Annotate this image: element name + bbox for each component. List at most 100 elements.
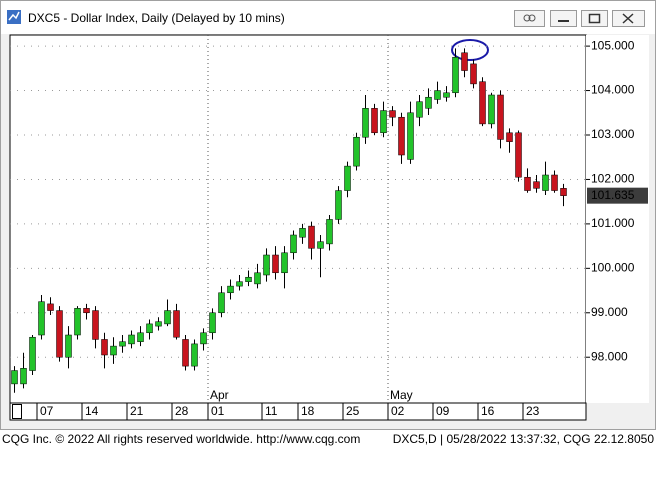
x-tick-label: 02 <box>391 404 405 418</box>
candle-body <box>119 341 126 347</box>
candle-body <box>155 321 162 327</box>
window-title: DXC5 - Dollar Index, Daily (Delayed by 1… <box>28 11 285 25</box>
candle-body <box>542 174 549 191</box>
candle-body <box>326 219 333 245</box>
candle-body <box>74 308 81 336</box>
link-icon <box>523 14 531 22</box>
y-tick-label: 101.000 <box>591 216 635 230</box>
month-label: May <box>390 388 413 402</box>
last-price-box <box>587 187 648 204</box>
link-icon <box>528 14 536 22</box>
x-tick-label: 21 <box>130 404 144 418</box>
x-tick-label: 09 <box>436 404 450 418</box>
candle-body <box>200 332 207 345</box>
x-tick-label: 01 <box>211 404 225 418</box>
y-tick-label: 100.000 <box>591 261 635 275</box>
candle-body <box>380 110 387 134</box>
candle-body <box>281 252 288 274</box>
candle-body <box>29 336 36 371</box>
candle-body <box>434 90 441 100</box>
candle-body <box>362 108 369 138</box>
footer-right: DXC5,D | 05/28/2022 13:37:32, CQG 22.12.… <box>393 432 655 446</box>
candle-body <box>254 272 261 285</box>
candle-body <box>110 345 117 356</box>
candle-body <box>173 310 180 338</box>
candle-body <box>146 323 153 334</box>
y-tick-label: 99.000 <box>591 305 628 319</box>
y-tick-label: 104.000 <box>591 83 635 97</box>
candle-body <box>290 234 297 254</box>
candle-body <box>92 310 99 340</box>
candle-body <box>209 312 216 334</box>
y-tick-label: 103.000 <box>591 127 635 141</box>
x-tick-label: 25 <box>346 404 360 418</box>
labels: 98.000 99.000 100.000 101.000 102.000 103.000… <box>40 38 648 418</box>
candle-body <box>299 228 306 238</box>
candle-body <box>335 190 342 220</box>
x-tick-label: 14 <box>85 404 99 418</box>
candle-body <box>11 370 18 385</box>
x-tick-label: 16 <box>481 404 495 418</box>
candle-body <box>101 339 108 356</box>
candle-body <box>65 334 72 358</box>
candle-body <box>317 241 324 249</box>
close-icon <box>622 13 634 24</box>
candle-body <box>416 101 423 118</box>
candle-body <box>38 301 45 336</box>
x-tick-label: 18 <box>301 404 315 418</box>
candle-body <box>551 174 558 191</box>
price-axis <box>586 35 649 403</box>
grid-layer <box>10 35 590 420</box>
status-bar <box>0 430 656 450</box>
candle-body <box>389 110 396 118</box>
candle-body <box>227 285 234 294</box>
x-tick-label: 23 <box>526 404 540 418</box>
candle-body <box>191 343 198 367</box>
candle-body <box>398 116 405 156</box>
candle-body <box>371 108 378 134</box>
candle-body <box>461 52 468 71</box>
candle-body <box>20 368 27 385</box>
candle-body <box>506 132 513 142</box>
candle-body <box>443 92 450 98</box>
candle-body <box>47 303 54 311</box>
x-tick-label: 11 <box>265 404 278 418</box>
candle-body <box>236 281 243 287</box>
candle-body <box>83 308 90 314</box>
candle-body <box>164 310 171 325</box>
candle-body <box>56 310 63 358</box>
minimize-button[interactable] <box>550 10 577 27</box>
footer-left: CQG Inc. © 2022 All rights reserved worl… <box>2 432 360 446</box>
candle-body <box>515 132 522 178</box>
y-tick-label: 98.000 <box>591 349 628 363</box>
candle-body <box>479 81 486 125</box>
month-label: Apr <box>210 388 229 402</box>
candle-body <box>497 94 504 140</box>
candle-body <box>218 292 225 314</box>
candle-body <box>407 112 414 160</box>
maximize-button[interactable] <box>581 10 608 27</box>
y-tick-label: 102.000 <box>591 172 635 186</box>
candle-body <box>488 94 495 125</box>
x-tick-label: 28 <box>175 404 189 418</box>
last-price-label: 101.635 <box>591 188 635 202</box>
candle-body <box>533 181 540 189</box>
candle-body <box>452 56 459 94</box>
candle-body <box>308 225 315 249</box>
candle-body <box>524 176 531 191</box>
title-bar <box>1 1 655 34</box>
scroll-box[interactable] <box>12 404 22 419</box>
highlight-ellipse <box>451 39 489 61</box>
candle-body <box>245 276 252 282</box>
candle-body <box>137 332 144 342</box>
candle-body <box>353 136 360 167</box>
x-tick-label: 07 <box>40 404 54 418</box>
candle-body <box>182 339 189 367</box>
candle-body <box>272 254 279 274</box>
candle-body <box>425 96 432 109</box>
candle-body <box>560 188 567 196</box>
maximize-icon <box>588 13 601 24</box>
app-icon-glyph <box>8 11 20 21</box>
